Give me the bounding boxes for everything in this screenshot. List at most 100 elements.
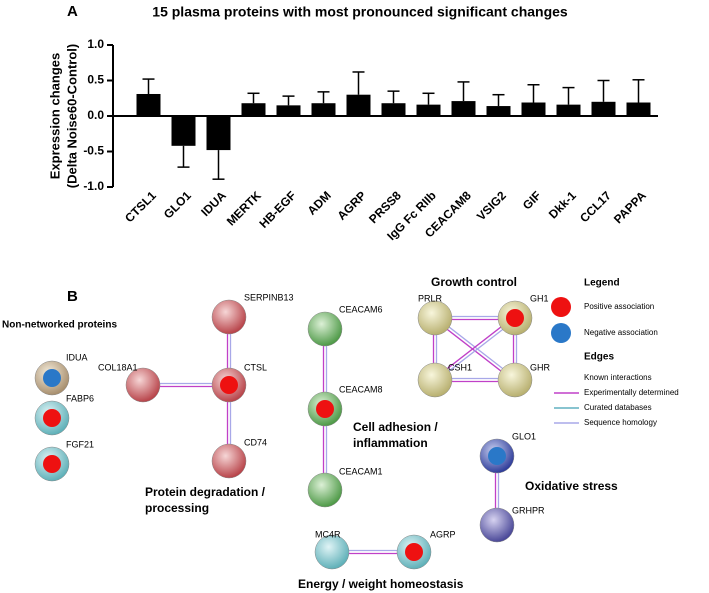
node [479, 507, 515, 543]
panel-label: B [67, 288, 78, 305]
x-tick-label: PAPPA [611, 188, 649, 226]
bar [556, 104, 581, 116]
bar [346, 94, 371, 116]
node-label: FABP6 [66, 393, 94, 403]
y-axis-title: Expression changes (Delta Noise60-Contro… [47, 44, 79, 188]
node [417, 300, 453, 336]
bar [416, 104, 441, 116]
node-label: GLO1 [512, 431, 536, 441]
group-label: Energy / weight homeostasis [298, 577, 464, 591]
error-bar [492, 93, 505, 107]
bar [206, 116, 231, 151]
error-bar [317, 91, 330, 104]
node [125, 367, 161, 403]
group-label: Protein degradation / [145, 485, 266, 499]
error-bar [597, 79, 610, 102]
legend-item: Sequence homology [584, 418, 657, 427]
node-label: CEACAM6 [339, 304, 383, 314]
error-bar [562, 86, 575, 105]
x-tick-label: CCL17 [577, 188, 614, 225]
error-bar [142, 78, 155, 94]
error-bar [457, 81, 470, 102]
association-dot [488, 447, 506, 465]
node-label: COL18A1 [98, 362, 138, 372]
node [314, 534, 350, 570]
x-tick-label: HB-EGF [256, 188, 298, 230]
association-dot [405, 543, 423, 561]
bar [591, 101, 616, 116]
x-tick-label: Dkk-1 [546, 188, 579, 221]
association-dot [316, 400, 334, 418]
x-tick-label: ADM [305, 188, 334, 217]
node-label: CEACAM8 [339, 384, 383, 394]
legend-subtitle: Known interactions [584, 373, 652, 382]
node [211, 299, 247, 335]
bar [626, 102, 651, 116]
x-tick-label: VSIG2 [474, 188, 509, 223]
legend-dot [551, 297, 571, 317]
association-dot [506, 309, 524, 327]
group-label: Oxidative stress [525, 479, 618, 493]
bar [276, 105, 301, 116]
error-bar [387, 90, 400, 104]
error-bar [177, 145, 190, 168]
bar [451, 101, 476, 116]
bar [241, 103, 266, 116]
chart-title: 15 plasma proteins with most pronounced … [152, 4, 568, 20]
y-tick-label: -1.0 [83, 179, 104, 193]
node-label: AGRP [430, 529, 456, 539]
error-bar [247, 92, 260, 104]
node-label: IDUA [66, 352, 88, 362]
node [307, 472, 343, 508]
legend-item: Curated databases [584, 403, 652, 412]
association-dot [43, 409, 61, 427]
node [211, 443, 247, 479]
x-tick-label: AGRP [334, 188, 368, 222]
node-label: GH1 [530, 293, 549, 303]
y-axis-title-line: (Delta Noise60-Control) [64, 44, 79, 188]
group-label: inflammation [353, 436, 428, 450]
bar [311, 103, 336, 116]
legend-item: Experimentally determined [584, 388, 679, 397]
error-bar [632, 79, 645, 103]
bar [486, 106, 511, 116]
x-tick-label: IDUA [198, 188, 229, 219]
legend-title: Legend [584, 278, 620, 289]
node [417, 362, 453, 398]
group-label: Growth control [431, 275, 517, 289]
group-label: processing [145, 501, 209, 515]
y-tick-label: 1.0 [87, 37, 104, 51]
association-dot [43, 455, 61, 473]
group-label: Non-networked proteins [2, 320, 117, 331]
node-label: CSH1 [448, 362, 472, 372]
error-bar [352, 71, 365, 95]
y-axis-title-line: Expression changes [47, 53, 62, 179]
y-tick-label: 0.0 [87, 108, 104, 122]
legend-dot [551, 323, 571, 343]
node-label: CD74 [244, 437, 267, 447]
node-label: CEACAM1 [339, 466, 383, 476]
group-label: Cell adhesion / [353, 420, 438, 434]
node [497, 362, 533, 398]
x-tick-label: GIF [520, 188, 544, 212]
error-bar [212, 150, 225, 180]
bar [521, 102, 546, 116]
node-label: MC4R [315, 529, 341, 539]
y-tick-label: -0.5 [83, 144, 104, 158]
node-label: CTSL [244, 362, 267, 372]
node-label: FGF21 [66, 439, 94, 449]
node-label: SERPINB13 [244, 292, 294, 302]
panel-label: A [67, 3, 78, 20]
legend-item: Positive association [584, 302, 654, 311]
association-dot [43, 369, 61, 387]
node-label: GHR [530, 362, 551, 372]
bar [381, 103, 406, 116]
node-label: GRHPR [512, 505, 545, 515]
y-tick-label: 0.5 [87, 73, 104, 87]
bar [136, 93, 161, 116]
x-tick-label: GLO1 [161, 188, 194, 221]
error-bar [527, 84, 540, 103]
legend-item: Negative association [584, 328, 658, 337]
error-bar [422, 92, 435, 105]
